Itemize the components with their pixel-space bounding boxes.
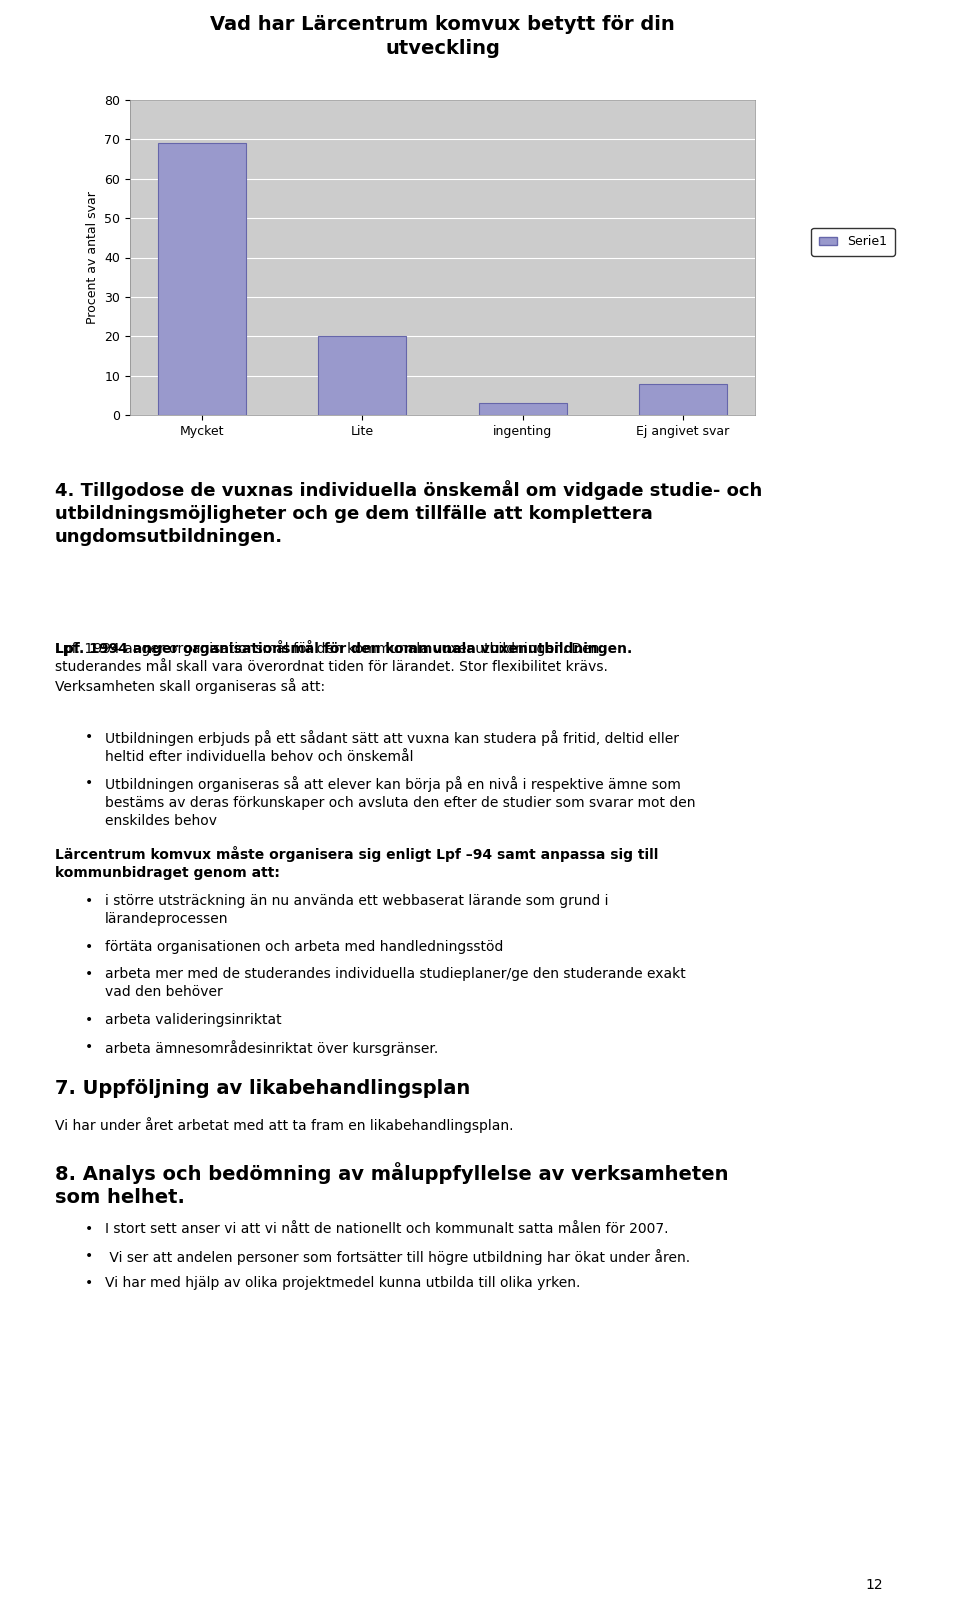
Text: Lpf. 1994 anger organisationsmål för den kommunala vuxenutbildningen. Den
studer: Lpf. 1994 anger organisationsmål för den… [55,640,608,694]
Text: •: • [85,1041,93,1054]
Text: förtäta organisationen och arbeta med handledningsstöd: förtäta organisationen och arbeta med ha… [105,939,503,954]
Text: •: • [85,1013,93,1026]
Text: •: • [85,1276,93,1290]
Text: Vi har med hjälp av olika projektmedel kunna utbilda till olika yrken.: Vi har med hjälp av olika projektmedel k… [105,1276,581,1290]
Text: •: • [85,939,93,954]
Text: arbeta mer med de studerandes individuella studieplaner/ge den studerande exakt
: arbeta mer med de studerandes individuel… [105,967,685,999]
Text: 7. Uppföljning av likabehandlingsplan: 7. Uppföljning av likabehandlingsplan [55,1079,470,1099]
Text: arbeta ämnesområdesinriktat över kursgränser.: arbeta ämnesområdesinriktat över kursgrä… [105,1041,439,1055]
Text: Vi har under året arbetat med att ta fram en likabehandlingsplan.: Vi har under året arbetat med att ta fra… [55,1116,514,1133]
Text: I stort sett anser vi att vi nått de nationellt och kommunalt satta målen för 20: I stort sett anser vi att vi nått de nat… [105,1223,668,1236]
Text: Lpf. 1994 anger organisationsmål för den kommunala vuxenutbildningen.: Lpf. 1994 anger organisationsmål för den… [55,640,633,656]
Text: •: • [85,1249,93,1263]
Text: 12: 12 [866,1577,883,1592]
Bar [638,383,727,416]
Bar [158,143,247,416]
Text: i större utsträckning än nu använda ett webbaserat lärande som grund i
lärandepr: i större utsträckning än nu använda ett … [105,894,609,926]
Bar [478,403,566,416]
Text: Vad har Lärcentrum komvux betytt för din
utveckling: Vad har Lärcentrum komvux betytt för din… [210,14,675,58]
Text: arbeta valideringsinriktat: arbeta valideringsinriktat [105,1013,281,1026]
Text: Utbildningen erbjuds på ett sådant sätt att vuxna kan studera på fritid, deltid : Utbildningen erbjuds på ett sådant sätt … [105,730,679,764]
Legend: Serie1: Serie1 [811,227,895,256]
Text: 8. Analys och bedömning av måluppfyllelse av verksamheten
som helhet.: 8. Analys och bedömning av måluppfyllels… [55,1162,729,1208]
Text: Utbildningen organiseras så att elever kan börja på en nivå i respektive ämne so: Utbildningen organiseras så att elever k… [105,777,695,828]
Text: 4. Tillgodose de vuxnas individuella önskemål om vidgade studie- och
utbildnings: 4. Tillgodose de vuxnas individuella öns… [55,480,762,546]
Text: •: • [85,777,93,789]
Text: •: • [85,967,93,981]
Text: •: • [85,730,93,744]
Text: •: • [85,1223,93,1236]
Text: Vi ser att andelen personer som fortsätter till högre utbildning har ökat under : Vi ser att andelen personer som fortsätt… [105,1249,690,1265]
Text: •: • [85,894,93,909]
Text: Lärcentrum komvux måste organisera sig enligt Lpf –94 samt anpassa sig till
komm: Lärcentrum komvux måste organisera sig e… [55,846,659,880]
Bar [319,337,406,416]
Y-axis label: Procent av antal svar: Procent av antal svar [85,192,99,324]
